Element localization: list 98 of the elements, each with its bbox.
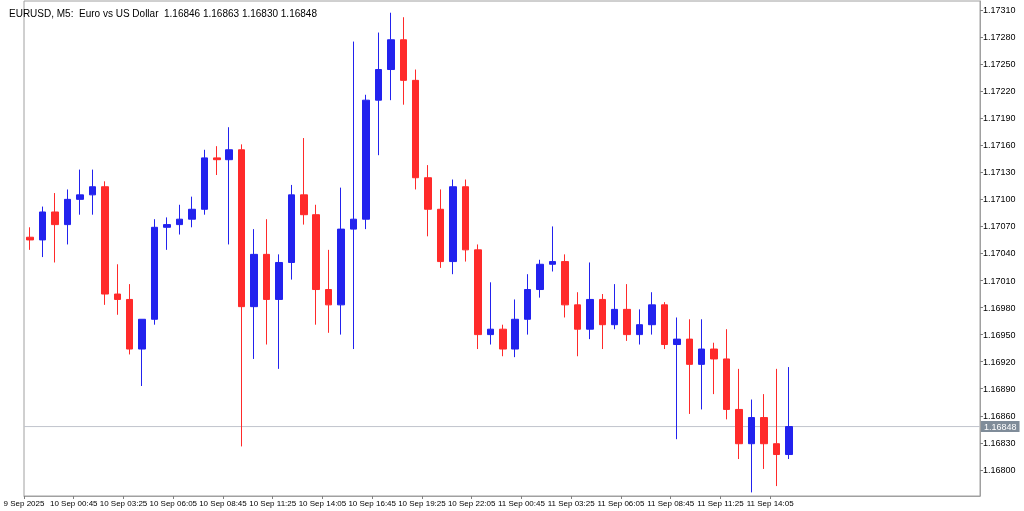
y-tick-label: 1.17220 [983, 86, 1016, 97]
candlestick [748, 399, 755, 493]
x-tick-label: 9 Sep 2025 [3, 498, 46, 508]
candlestick [350, 41, 357, 350]
candlestick [511, 298, 519, 358]
y-tick-label: 1.16890 [983, 383, 1016, 394]
candlestick [64, 188, 71, 245]
candlestick [710, 342, 718, 395]
candlestick [51, 192, 59, 263]
y-tick-label: 1.16860 [983, 410, 1016, 421]
y-tick-label: 1.17100 [983, 194, 1016, 205]
candlestick [39, 206, 46, 258]
x-tick-label: 10 Sep 06:05 [149, 498, 198, 508]
candlestick [288, 184, 295, 281]
x-tick-label: 10 Sep 11:25 [249, 498, 297, 508]
y-tick-label: 1.17310 [983, 5, 1016, 16]
candlestick [586, 261, 594, 340]
candlestick [661, 301, 668, 350]
candlestick [611, 283, 618, 330]
y-tick-label: 1.16980 [983, 302, 1016, 313]
x-tick-label: 11 Sep 03:25 [547, 498, 596, 508]
candlestick [574, 291, 581, 357]
candlestick [337, 187, 345, 336]
candlestick [636, 308, 643, 346]
candlestick [424, 164, 432, 237]
candlestick [723, 328, 730, 420]
candlestick [89, 169, 96, 216]
candlestick [474, 243, 482, 350]
x-tick-label: 11 Sep 08:45 [647, 498, 695, 508]
y-tick-label: 1.16830 [983, 437, 1016, 448]
candlestick [437, 188, 444, 269]
candlestick [387, 12, 395, 101]
y-tick-label: 1.17250 [983, 59, 1016, 70]
candlestick [785, 366, 793, 460]
candlestick [325, 249, 332, 334]
candlestick [188, 196, 196, 228]
x-tick-label: 10 Sep 03:25 [99, 498, 148, 508]
y-tick-label: 1.16920 [983, 356, 1016, 367]
candlestick [163, 216, 171, 251]
x-tick-label: 10 Sep 22:05 [447, 498, 497, 508]
x-tick-label: 11 Sep 00:45 [497, 498, 546, 508]
candlestick [275, 253, 283, 370]
candlestick [101, 180, 109, 306]
candlestick [114, 263, 121, 316]
candlestick [263, 218, 270, 346]
y-tick-label: 1.17130 [983, 167, 1016, 178]
x-tick-label: 10 Sep 16:45 [348, 498, 397, 508]
candlestick [362, 94, 370, 230]
candlestick [126, 283, 133, 355]
x-tick-label: 10 Sep 00:45 [49, 498, 99, 508]
y-tick-label: 1.17070 [983, 221, 1016, 232]
candlestick [312, 204, 320, 326]
candlestick [213, 145, 221, 176]
candlestick [735, 368, 743, 460]
candlestick [499, 324, 507, 357]
candlestick [549, 225, 556, 272]
candlestick [449, 179, 457, 275]
candlestick [773, 368, 780, 487]
candlestick [561, 253, 569, 318]
y-tick-label: 1.17040 [983, 248, 1016, 259]
x-tick-label: 11 Sep 11:25 [697, 498, 745, 508]
x-tick-label: 10 Sep 08:45 [199, 498, 248, 508]
candlestick [760, 393, 768, 470]
candlestick [524, 273, 531, 336]
candlestick [201, 149, 208, 216]
candlestick [250, 228, 258, 360]
candlestick [300, 137, 308, 226]
candlestick [599, 293, 606, 350]
y-tick-label: 1.17160 [983, 140, 1016, 151]
y-tick-label: 1.16800 [983, 464, 1016, 475]
candlestick [225, 126, 233, 245]
candlestick [686, 318, 693, 415]
x-tick-label: 11 Sep 14:05 [746, 498, 795, 508]
candlestick [536, 259, 544, 299]
candlestick [412, 69, 419, 190]
y-tick-label: 1.17010 [983, 275, 1016, 286]
y-tick-label: 1.17190 [983, 113, 1016, 124]
candlestick [648, 291, 656, 336]
candlestick [400, 16, 407, 106]
candlestick [487, 281, 494, 346]
ref-line-label: 1.16848 [984, 421, 1017, 432]
text: EURUSD, M5: Euro vs US Dollar 1.16846 1.16863 1.16830 1.16848 [9, 7, 318, 19]
x-tick-label: 11 Sep 06:05 [597, 498, 645, 508]
y-tick-label: 1.17280 [983, 32, 1016, 43]
candlestick [623, 283, 631, 342]
candlestick [76, 169, 84, 216]
candlestick [462, 179, 469, 263]
x-tick-label: 10 Sep 14:05 [298, 498, 347, 508]
candlestick [698, 318, 705, 410]
candlestick [375, 32, 382, 156]
candlestick [138, 318, 146, 387]
candlestick [673, 316, 681, 440]
candlestick [238, 143, 245, 447]
candlestick [151, 218, 158, 326]
y-tick-label: 1.16950 [983, 329, 1016, 340]
candlestick [176, 204, 183, 236]
candlestick [26, 226, 34, 251]
x-tick-label: 10 Sep 19:25 [398, 498, 447, 508]
